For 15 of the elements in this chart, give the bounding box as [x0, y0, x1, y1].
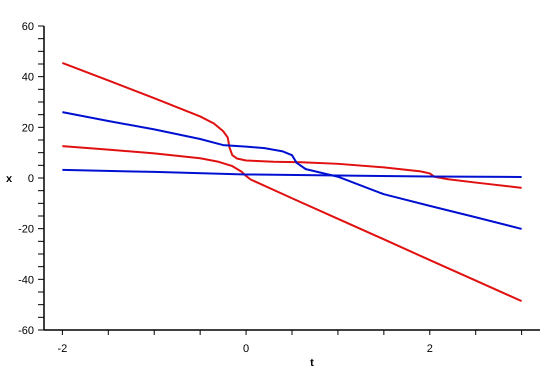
y-tick-label: 40	[22, 72, 34, 84]
y-tick-label: -20	[18, 224, 34, 236]
y-tick-label: 20	[22, 122, 34, 134]
y-tick-label: 60	[22, 21, 34, 33]
x-tick-label: 0	[243, 343, 250, 355]
y-tick-label: -40	[18, 274, 34, 286]
y-tick-label: -60	[18, 325, 34, 337]
x-axis-title: t	[310, 357, 314, 369]
x-tick-label: 2	[426, 343, 433, 355]
line-series	[61, 62, 523, 189]
y-axis-title: x	[6, 173, 13, 185]
line-series	[61, 145, 523, 302]
x-tick-label: -2	[57, 343, 68, 355]
line-series	[61, 111, 523, 230]
y-tick-label: 0	[28, 173, 34, 185]
